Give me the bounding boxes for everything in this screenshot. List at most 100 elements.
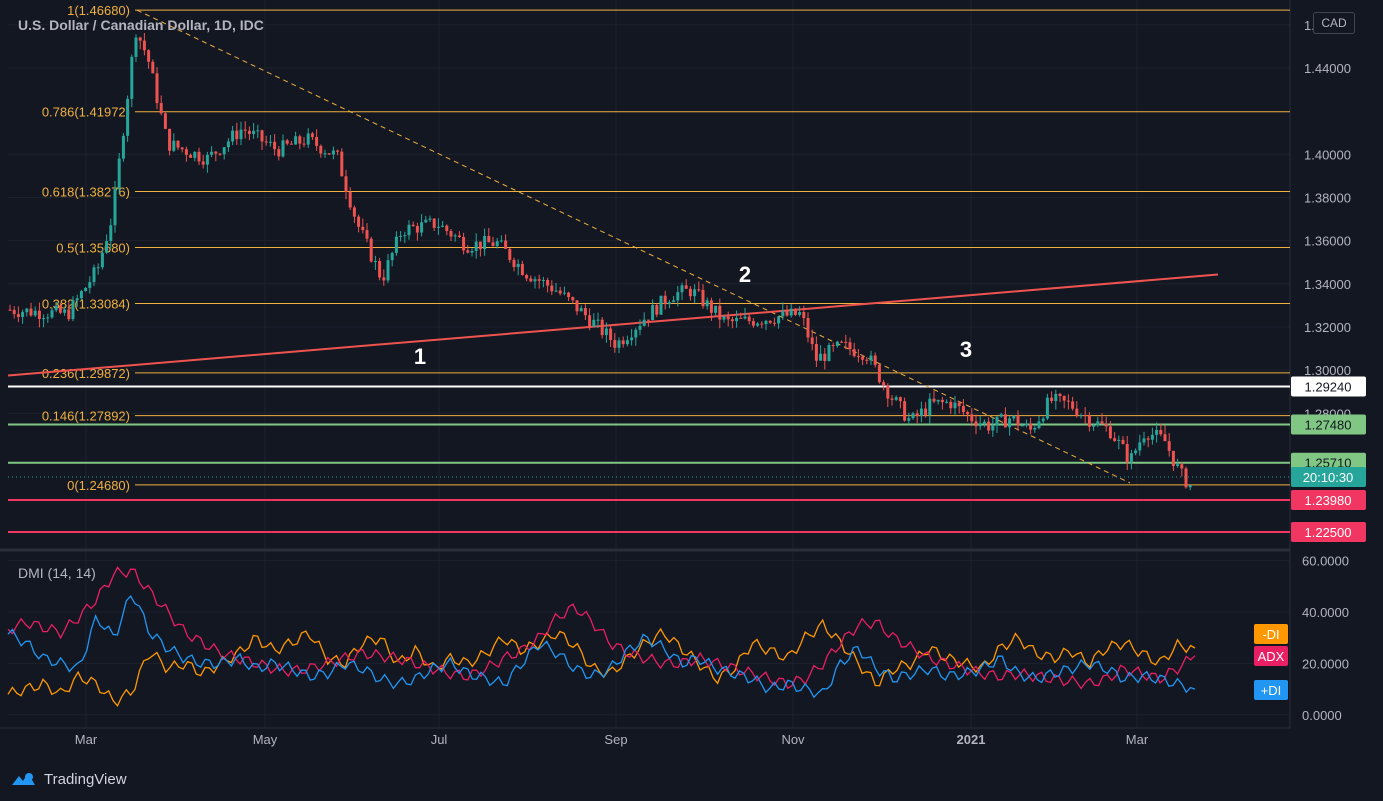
candle-body: [499, 240, 503, 242]
candle-body: [126, 98, 130, 136]
price-level-badge[interactable]: [1291, 521, 1366, 542]
candle-body: [693, 289, 697, 297]
candle-body: [462, 237, 466, 251]
candle-body: [138, 37, 142, 41]
candle-body: [932, 398, 936, 402]
candle-body: [25, 308, 29, 313]
candle-body: [1083, 415, 1087, 417]
candle-body: [1159, 429, 1163, 435]
candle-body: [966, 412, 970, 415]
dashed-trendline: [136, 9, 1131, 484]
candle-body: [415, 226, 419, 233]
candle-body: [680, 285, 684, 293]
candle-body: [340, 151, 344, 177]
candle-body: [789, 308, 793, 316]
dmi-series-badge[interactable]: [1254, 646, 1288, 666]
candle-body: [688, 288, 692, 297]
candle-body: [781, 310, 785, 317]
candle-body: [600, 319, 604, 336]
candle-body: [445, 225, 449, 232]
candle-body: [655, 305, 659, 315]
candle-body: [1125, 444, 1129, 463]
candle-body: [151, 61, 155, 74]
price-axis-tick: 1.34000: [1304, 277, 1351, 292]
candle-body: [882, 382, 886, 386]
candle-body: [487, 235, 491, 243]
dmi-axis-tick: 0.0000: [1302, 708, 1342, 723]
candle-body: [751, 321, 755, 326]
fib-level-label: 0.5(1.35680): [56, 241, 130, 256]
candle-body: [604, 328, 608, 336]
tradingview-logo[interactable]: TradingView: [8, 769, 127, 789]
candle-body: [735, 317, 739, 322]
candle-body: [1188, 485, 1192, 488]
candle-body: [1142, 438, 1146, 443]
candle-body: [252, 130, 256, 135]
candle-body: [1129, 453, 1133, 463]
candle-body: [113, 189, 117, 226]
candle-body: [831, 345, 835, 347]
candle-body: [571, 297, 575, 301]
candle-body: [394, 236, 398, 253]
candle-body: [298, 136, 302, 144]
candle-body: [982, 421, 986, 424]
dmi-axis-tick: 20.0000: [1302, 656, 1349, 671]
candle-body: [1058, 393, 1062, 396]
countdown-badge[interactable]: [1291, 466, 1366, 487]
chart-svg[interactable]: 1(1.46680) 0.786(1.41972) 0.618(1.38276) 0.…: [0, 0, 1383, 757]
candle-body: [361, 226, 365, 231]
candle-body: [79, 291, 83, 299]
candle-body: [357, 216, 361, 227]
candle-body: [260, 130, 264, 142]
dmi-series-badge[interactable]: [1254, 680, 1288, 700]
candle-body: [331, 150, 335, 155]
candle-body: [772, 322, 776, 324]
dmi-axis-tick: 60.0000: [1302, 554, 1349, 569]
candle-body: [596, 319, 600, 321]
candle-body: [970, 414, 974, 422]
candle-body: [764, 320, 768, 325]
candle-body: [646, 319, 650, 321]
footer: TradingView: [0, 757, 1383, 801]
candle-body: [579, 308, 583, 312]
dmi-series-badge-text: -DI: [1262, 627, 1279, 642]
candle-body: [1167, 441, 1171, 451]
price-axis-tick: 1.30000: [1304, 363, 1351, 378]
candle-body: [886, 385, 890, 399]
candle-body: [777, 316, 781, 324]
candle-body: [722, 316, 726, 320]
candle-body: [247, 130, 251, 135]
candle-body: [231, 130, 235, 142]
fib-level-label: 0.382(1.33084): [42, 297, 130, 312]
wave-label: 3: [960, 337, 972, 362]
candle-body: [1024, 423, 1028, 426]
candle-body: [1087, 415, 1091, 427]
candle-body: [533, 279, 537, 282]
candle-body: [12, 309, 16, 315]
dmi-series-badge[interactable]: [1254, 624, 1288, 644]
candle-body: [869, 355, 873, 361]
price-level-badge[interactable]: [1291, 490, 1366, 511]
candle-body: [865, 359, 869, 361]
candle-body: [714, 305, 718, 313]
candle-body: [1016, 415, 1020, 426]
fib-level-label: 0.786(1.41972): [42, 105, 130, 120]
candle-body: [323, 153, 327, 155]
candle-body: [222, 147, 226, 155]
currency-badge[interactable]: CAD: [1313, 12, 1355, 34]
price-level-badge[interactable]: [1291, 414, 1366, 435]
fib-level-label: 0.618(1.38276): [42, 185, 130, 200]
candle-body: [310, 133, 314, 138]
candle-body: [8, 309, 12, 311]
price-level-badge[interactable]: [1291, 376, 1366, 397]
candle-body: [1092, 425, 1096, 427]
candle-body: [294, 136, 298, 145]
candle-body: [201, 161, 205, 165]
candle-body: [180, 147, 184, 150]
dmi-series-badge-text: ADX: [1258, 649, 1285, 664]
candle-body: [625, 340, 629, 345]
candle-body: [1033, 428, 1037, 430]
candle-body: [373, 261, 377, 263]
time-axis-tick: Mar: [75, 732, 98, 747]
candle-body: [46, 317, 50, 319]
